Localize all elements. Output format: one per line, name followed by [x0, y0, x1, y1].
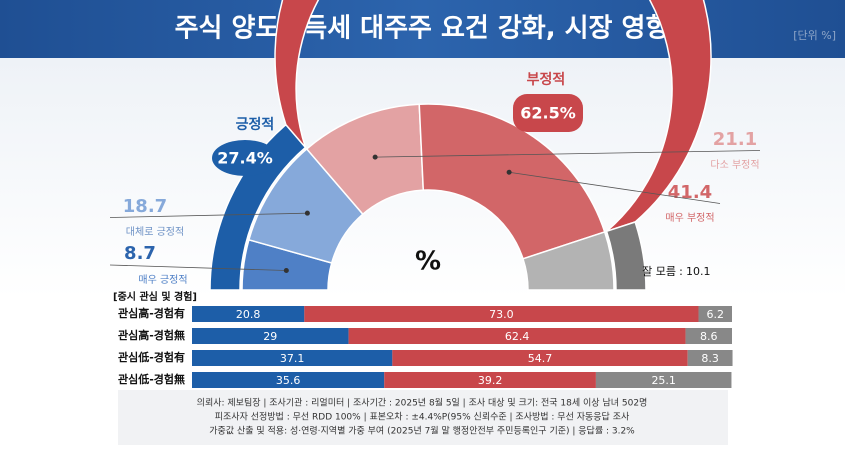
note: 가중값 산출 및 적용: 성·연령·지역별 가중 부여 (2025년 7월 말 … [209, 425, 635, 437]
category-label: 관심低-경험有 [118, 350, 185, 364]
bar-value: 39.2 [478, 374, 503, 387]
inner-segment [522, 231, 615, 291]
bar-segment [304, 306, 699, 322]
badge [212, 140, 278, 176]
category-label: 관심高-경험有 [118, 306, 185, 320]
bar-segment [192, 328, 349, 344]
title: 주식 양도소득세 대주주 요건 강화, 시장 영향 [175, 14, 670, 44]
category-label: 관심高-경험無 [118, 328, 185, 342]
notes-box [118, 390, 728, 445]
inner-value: 8.7 [124, 243, 156, 264]
bar-value: 8.6 [700, 330, 718, 343]
bar-value: 25.1 [651, 374, 676, 387]
bar-segment [392, 350, 688, 366]
leader-dot [506, 169, 512, 175]
note: 피조사자 선정방법 : 무선 RDD 100% | 표본오차 : ±4.4%P(… [215, 411, 630, 423]
bar-segment [192, 350, 393, 366]
inner-value: 18.7 [123, 196, 167, 217]
outer-value: 27.4% [217, 149, 273, 168]
center-label: % [415, 247, 441, 277]
bar-segment [698, 306, 732, 322]
inner-category: 매우 긍정적 [138, 274, 187, 286]
inner-category: 매우 부정적 [665, 212, 714, 224]
category-label: 관심低-경험無 [118, 372, 185, 386]
leader-line [375, 150, 761, 158]
inner-value: 41.4 [668, 182, 712, 203]
leader-line [509, 171, 721, 204]
outer-segment [274, 0, 712, 233]
inner-segment [418, 103, 606, 260]
bar-segment [192, 372, 385, 388]
bar-segment [384, 372, 596, 388]
bar-title: [중시 관심 및 경험] [113, 290, 197, 303]
outer-value: 62.5% [520, 104, 576, 123]
unit: [단위 %] [793, 29, 836, 42]
bar-value: 73.0 [489, 308, 514, 321]
badge [513, 94, 583, 132]
bar-value: 20.8 [236, 308, 261, 321]
bar-value: 62.4 [505, 330, 530, 343]
bar-segment [685, 328, 732, 344]
leader-dot [372, 154, 378, 160]
bar-value: 8.3 [701, 352, 719, 365]
bar-value: 29 [263, 330, 277, 343]
bar-segment [192, 306, 305, 322]
bar-value: 54.7 [528, 352, 553, 365]
outer-category: 부정적 [527, 71, 566, 88]
bar-value: 37.1 [280, 352, 305, 365]
bar-segment [687, 350, 733, 366]
bar-segment [348, 328, 686, 344]
inner-category: 대체로 긍정적 [126, 226, 184, 238]
leader-dot [304, 210, 310, 216]
inner-value: 21.1 [713, 129, 757, 150]
unknown-category: 잘 모름 [642, 265, 676, 278]
bar-segment [595, 372, 732, 388]
separator: : [679, 265, 683, 278]
outer-category: 긍정적 [236, 116, 275, 133]
inner-category: 다소 부정적 [710, 159, 759, 171]
leader-line [109, 264, 287, 271]
leader-line [109, 212, 308, 218]
bar-value: 6.2 [707, 308, 725, 321]
leader-dot [283, 268, 289, 274]
outer-segment [605, 221, 647, 291]
bar-value: 35.6 [276, 374, 301, 387]
unknown-value: 10.1 [686, 265, 711, 278]
note: 의뢰사: 제보팀장 | 조사기관 : 리얼미터 | 조사기간 : 2025년 8… [197, 397, 648, 409]
